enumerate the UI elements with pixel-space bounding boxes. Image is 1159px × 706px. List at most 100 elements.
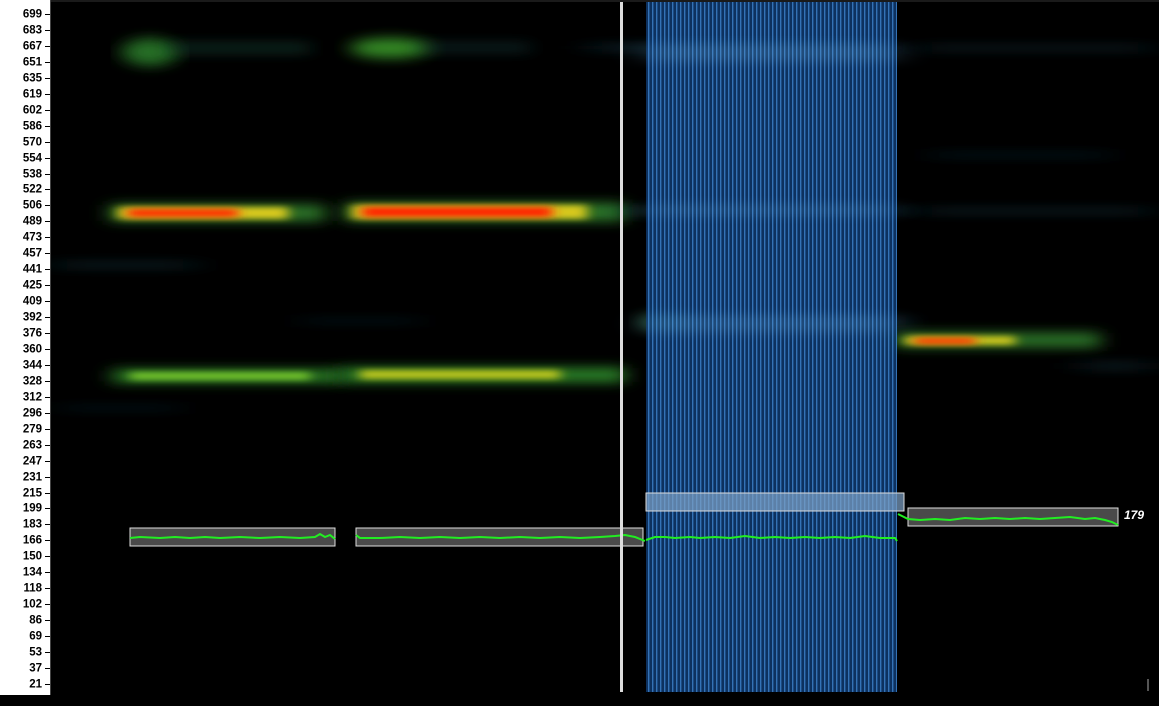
freq-tick-mark [45,205,50,207]
freq-tick-label: 409 [22,295,42,308]
freq-tick-label: 425 [22,279,42,292]
frequency-axis: 699 683 667 651 635 619 602 586 570 554 538 522 506 4… [0,0,51,706]
harmonic-band-660 [122,38,1150,66]
freq-tick-label: 554 [22,151,42,164]
freq-tick-mark [45,460,50,462]
freq-tick-label: 37 [29,662,42,675]
freq-tick-label: 602 [22,104,42,117]
freq-tick-label: 441 [22,263,42,276]
selection-overlay-harmonics [646,44,897,333]
freq-tick-label: 635 [22,72,42,85]
top-frame [50,0,1159,2]
freq-tick-label: 473 [22,231,42,244]
freq-tick-mark [45,125,50,127]
pitch-curves [129,513,1119,542]
note-blob-4[interactable] [907,507,1119,527]
harmonic-band-441 [55,262,420,324]
harmonic-band-495 [110,152,1150,221]
freq-tick-mark [45,45,50,47]
freq-tick-label: 231 [22,470,42,483]
freq-tick-mark [45,556,50,558]
pitch-curve-3 [645,534,898,542]
freq-tick-mark [45,667,50,669]
freq-tick-label: 586 [22,120,42,133]
freq-tick-label: 166 [22,534,42,547]
freq-tick-mark [45,61,50,63]
pitch-value-readout: 179 [1124,508,1145,522]
freq-tick-label: 199 [22,502,42,515]
freq-tick-label: 328 [22,375,42,388]
harmonic-bands [55,38,1150,411]
freq-tick-label: 667 [22,40,42,53]
freq-tick-mark [45,14,50,15]
note-blob-3-selected[interactable] [645,492,905,512]
freq-tick-mark [45,428,50,430]
freq-tick-label: 683 [22,24,42,37]
freq-tick-mark [45,348,50,350]
freq-unit-label: 5Hz [21,694,42,706]
freq-tick-mark [45,237,50,239]
freq-tick-mark [45,588,50,590]
freq-tick-mark [45,364,50,366]
pitch-curve-4 [897,513,1119,526]
freq-tick-label: 53 [29,646,42,659]
freq-tick-label: 619 [22,88,42,101]
freq-tick-label: 21 [29,678,42,691]
freq-tick-mark [45,301,50,303]
freq-tick-mark [45,29,50,31]
freq-tick-mark [45,476,50,478]
freq-tick-mark [45,636,50,638]
freq-tick-label: 376 [22,327,42,340]
freq-tick-mark [45,221,50,223]
freq-tick-mark [45,572,50,574]
freq-tick-mark [45,380,50,382]
freq-tick-label: 457 [22,247,42,260]
harmonic-band-360 [895,333,1150,370]
time-selection-region[interactable] [646,2,897,692]
freq-tick-mark [45,77,50,79]
freq-tick-mark [45,93,50,95]
freq-tick-mark [45,317,50,319]
freq-tick-label: 215 [22,486,42,499]
harmonic-band-328 [60,368,625,411]
freq-tick-label: 651 [22,56,42,69]
freq-tick-label: 344 [22,359,42,372]
freq-tick-label: 360 [22,343,42,356]
freq-tick-label: 699 [22,8,42,21]
freq-tick-label: 279 [22,423,42,436]
freq-tick-label: 506 [22,199,42,212]
freq-tick-mark [45,173,50,175]
freq-tick-mark [45,189,50,191]
freq-tick-label: 263 [22,439,42,452]
freq-tick-mark [45,492,50,494]
freq-tick-label: 134 [22,566,42,579]
scrollbar-handle[interactable] [1147,679,1149,691]
freq-tick-mark [45,540,50,542]
freq-tick-label: 102 [22,598,42,611]
freq-tick-mark [45,683,50,685]
freq-tick-label: 570 [22,135,42,148]
pitch-curve-2 [355,533,646,542]
freq-tick-mark [45,109,50,111]
freq-tick-mark [45,508,50,510]
freq-tick-label: 69 [29,630,42,643]
freq-tick-mark [45,141,50,143]
freq-tick-mark [45,285,50,287]
freq-tick-mark [45,604,50,606]
freq-tick-mark [45,269,50,271]
playhead[interactable] [620,2,623,692]
freq-tick-label: 522 [22,183,42,196]
freq-tick-mark [45,652,50,653]
freq-tick-label: 150 [22,550,42,563]
freq-tick-mark [45,396,50,398]
freq-tick-mark [45,444,50,446]
pitch-curve-1 [129,532,336,540]
freq-tick-label: 183 [22,518,42,531]
freq-tick-mark [45,157,50,159]
freq-tick-mark [45,333,50,334]
freq-tick-label: 118 [23,582,42,595]
freq-tick-label: 312 [22,391,42,404]
freq-tick-label: 392 [22,311,42,324]
